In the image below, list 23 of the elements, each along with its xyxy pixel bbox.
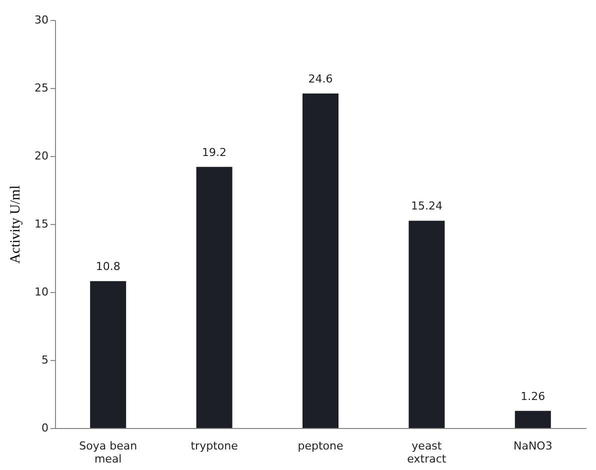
x-tick-label: NaNO3 xyxy=(513,440,552,452)
y-tick-label: 5 xyxy=(42,354,48,366)
x-tick-label: yeast extract xyxy=(407,440,447,466)
data-label: 15.24 xyxy=(410,200,442,213)
bar xyxy=(90,281,126,428)
y-tick-label: 0 xyxy=(42,422,48,434)
y-tick-label: 30 xyxy=(34,14,48,26)
data-label: 10.8 xyxy=(96,260,120,274)
data-label: 24.6 xyxy=(308,72,333,86)
bar xyxy=(196,166,232,428)
y-axis-title: Activity U/ml xyxy=(8,185,24,264)
data-label: 19.2 xyxy=(202,146,227,159)
bar xyxy=(514,410,551,428)
x-tick-label: tryptone xyxy=(190,440,238,452)
y-tick-label: 15 xyxy=(34,218,48,230)
bar xyxy=(408,220,445,428)
data-label: 1.26 xyxy=(520,390,546,403)
x-tick-label: Soya bean meal xyxy=(79,440,138,466)
y-tick-label: 20 xyxy=(34,150,48,162)
y-tick-label: 10 xyxy=(34,286,48,298)
x-tick-label: peptone xyxy=(298,440,344,452)
y-tick-label: 25 xyxy=(34,82,48,94)
bar xyxy=(302,93,338,428)
